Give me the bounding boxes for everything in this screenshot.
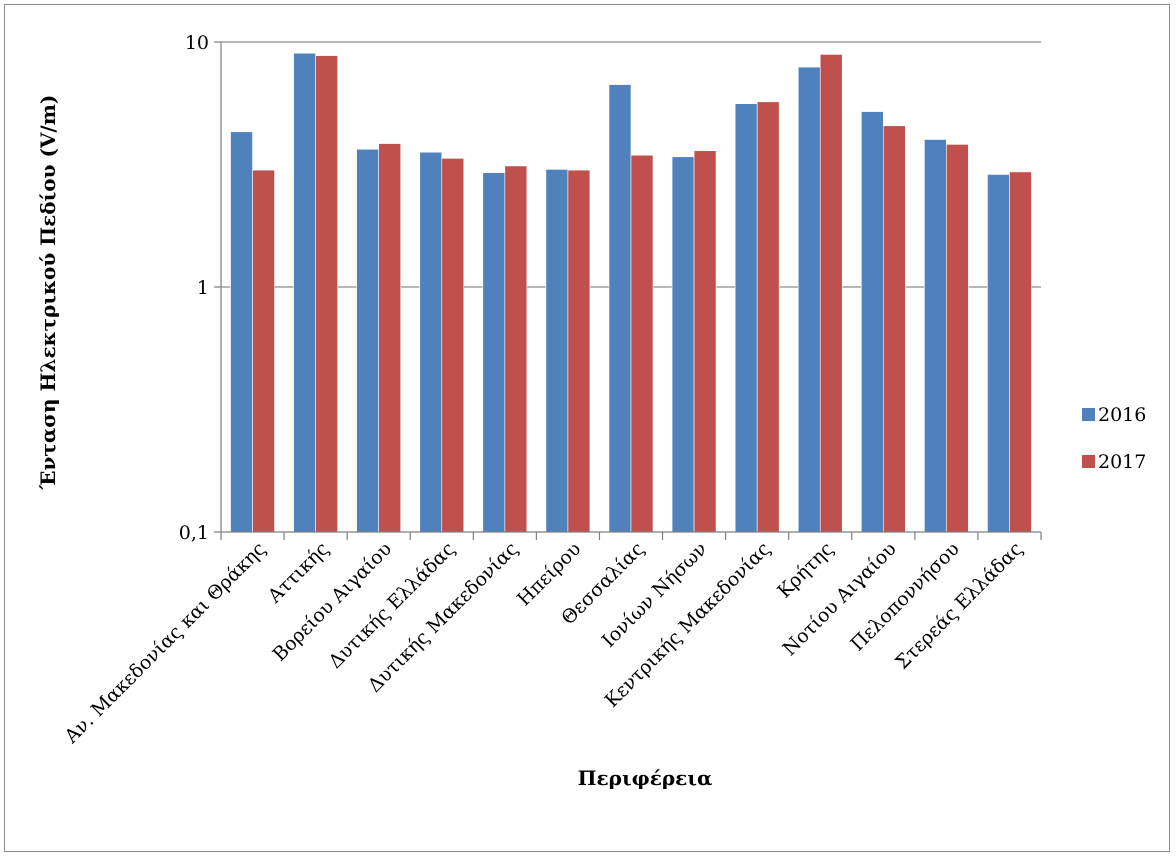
chart-frame: 0,1 1 10 Αν. Μακεδονίας και Θράκης Αττικής Β…	[4, 4, 1170, 852]
bar-2017-5	[567, 169, 591, 533]
bar-2017-12	[1009, 171, 1032, 533]
bar-2017-2	[378, 143, 401, 533]
bar-2017-6	[630, 154, 654, 533]
x-category-label: Νοτίου Αιγαίου	[779, 538, 901, 660]
y-axis-title: Ένταση Ηλεκτρικού Πεδίου (V/m)	[36, 95, 60, 491]
bar-2017-9	[819, 54, 843, 533]
bar-2017-1	[315, 55, 338, 533]
bar-2016-1	[293, 52, 316, 533]
x-category-label: Βορείου Αιγαίου	[268, 538, 396, 666]
bar-2016-5	[545, 169, 569, 533]
bar-2016-4	[482, 172, 506, 533]
bar-2017-3	[441, 158, 465, 533]
bar-2017-7	[693, 150, 717, 533]
legend: 2016 2017	[1082, 404, 1146, 473]
x-category-label: Πελοποννήσου	[846, 538, 964, 656]
bar-2017-0	[252, 169, 275, 533]
y-tick-labels: 0,1 1 10	[179, 32, 209, 544]
bar-2016-2	[356, 148, 379, 533]
x-axis-title: Περιφέρεια	[578, 766, 713, 790]
x-category-label: Αν. Μακεδονίας και Θράκης	[60, 538, 270, 748]
bar-2016-6	[608, 84, 632, 533]
bar-2016-12	[987, 174, 1010, 533]
x-category-labels: Αν. Μακεδονίας και ΘράκηςΑττικήςΒορείου …	[60, 538, 1027, 748]
bar-2016-10	[861, 111, 884, 533]
bar-chart: 0,1 1 10 Αν. Μακεδονίας και ΘράκηςΑττικήςΒ…	[36, 32, 1146, 790]
bar-2016-0	[230, 131, 253, 533]
bar-2017-11	[946, 144, 969, 533]
legend-swatch-2016	[1082, 408, 1095, 421]
legend-swatch-2017	[1082, 455, 1095, 468]
y-tick-label: 1	[197, 277, 209, 299]
legend-label-2017: 2017	[1098, 451, 1146, 473]
bar-2016-11	[924, 139, 947, 533]
bar-2016-9	[797, 66, 821, 533]
y-tick-label: 10	[185, 32, 209, 54]
bar-2017-8	[756, 101, 780, 533]
legend-label-2016: 2016	[1098, 404, 1146, 426]
x-category-label: Κρήτης	[773, 538, 838, 603]
axes	[214, 41, 1042, 540]
y-tick-label: 0,1	[179, 522, 209, 544]
bars	[230, 52, 1032, 533]
bar-2016-7	[671, 156, 695, 533]
bar-2016-8	[734, 103, 758, 533]
bar-2017-4	[504, 165, 528, 533]
bar-2016-3	[419, 151, 443, 533]
bar-2017-10	[883, 125, 906, 533]
